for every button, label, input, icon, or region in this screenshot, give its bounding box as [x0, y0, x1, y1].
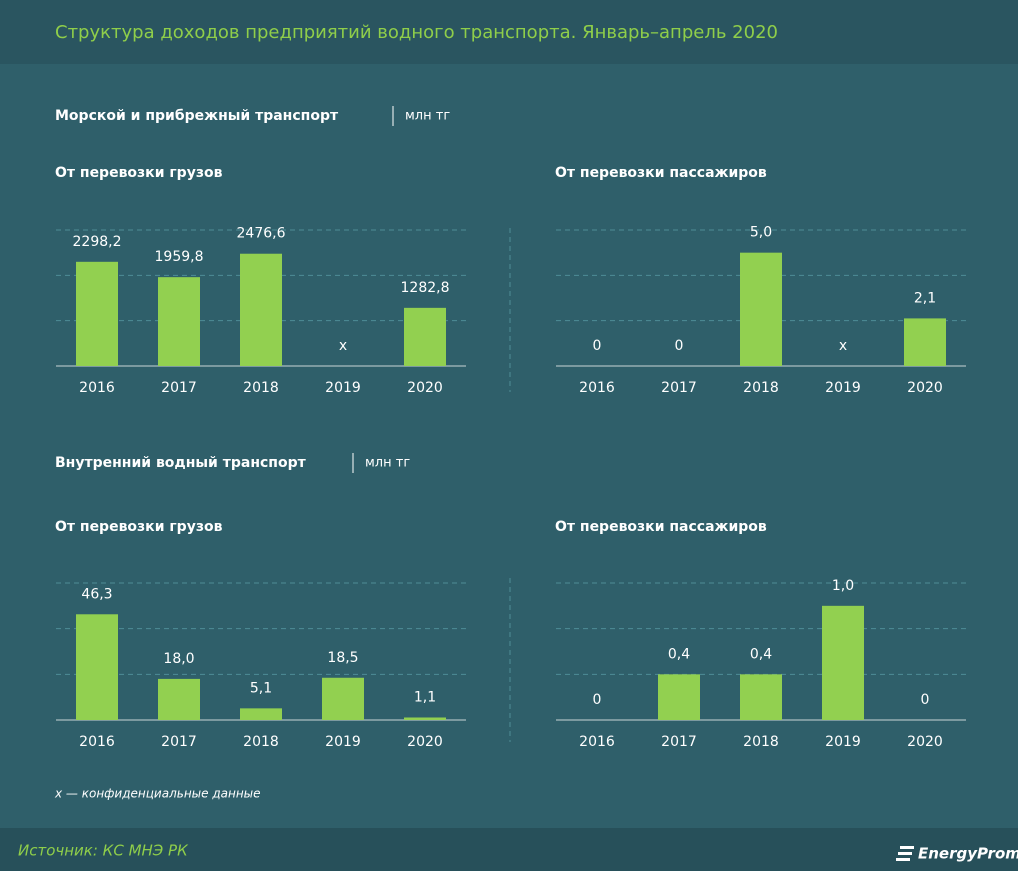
value-label: 1282,8: [401, 280, 450, 296]
value-label: 0: [593, 692, 602, 708]
x-tick-label: 2018: [243, 734, 279, 750]
value-label: 18,0: [163, 651, 194, 667]
logo-icon: [896, 846, 914, 861]
logo: EnergyProm: [918, 845, 1018, 863]
bar: [740, 674, 782, 720]
value-label: 5,1: [250, 680, 272, 696]
value-label: 2298,2: [73, 234, 122, 250]
chart-title: От перевозки пассажиров: [555, 519, 767, 535]
bar: [404, 307, 446, 366]
x-tick-label: 2020: [907, 380, 943, 396]
page-title: Структура доходов предприятий водного тр…: [55, 22, 778, 43]
section-title: Внутренний водный транспорт: [55, 455, 307, 471]
x-tick-label: 2016: [79, 380, 115, 396]
x-tick-label: 2016: [79, 734, 115, 750]
x-tick-label: 2016: [579, 734, 615, 750]
value-label: 5,0: [750, 225, 772, 241]
x-tick-label: 2018: [243, 380, 279, 396]
bar: [76, 614, 118, 720]
x-tick-label: 2019: [825, 380, 861, 396]
value-label: 2,1: [914, 290, 936, 306]
bar: [822, 605, 864, 720]
value-label: 1,0: [832, 578, 854, 594]
bar: [158, 277, 200, 366]
bar: [322, 677, 364, 720]
x-tick-label: 2020: [407, 734, 443, 750]
chart-title: От перевозки грузов: [55, 519, 223, 535]
section-unit: млн тг: [405, 109, 450, 124]
value-label: 0: [593, 338, 602, 354]
value-label: 0,4: [668, 646, 690, 662]
source: Источник: КС МНЭ РК: [18, 842, 189, 860]
chart-title: От перевозки пассажиров: [555, 165, 767, 181]
chart-title: От перевозки грузов: [55, 165, 223, 181]
bar: [240, 253, 282, 366]
value-label: 0: [921, 692, 930, 708]
x-tick-label: 2019: [825, 734, 861, 750]
bar: [240, 708, 282, 720]
bar: [404, 717, 446, 720]
value-label: 46,3: [81, 586, 112, 602]
bar: [904, 318, 946, 366]
x-tick-label: 2017: [161, 734, 197, 750]
value-label: 0,4: [750, 646, 772, 662]
bar: [76, 261, 118, 366]
value-label: x: [839, 338, 847, 354]
section-title: Морской и прибрежный транспорт: [55, 108, 339, 124]
x-tick-label: 2016: [579, 380, 615, 396]
section-unit: млн тг: [365, 456, 410, 471]
title-bar: [0, 0, 1018, 64]
source-bar: [0, 828, 1018, 871]
x-tick-label: 2019: [325, 734, 361, 750]
x-tick-label: 2018: [743, 380, 779, 396]
footnote: х — конфиденциальные данные: [54, 787, 261, 801]
value-label: 18,5: [327, 650, 358, 666]
x-tick-label: 2017: [161, 380, 197, 396]
value-label: 1,1: [414, 689, 436, 705]
x-tick-label: 2019: [325, 380, 361, 396]
bar: [658, 674, 700, 720]
value-label: x: [339, 338, 347, 354]
x-tick-label: 2020: [407, 380, 443, 396]
x-tick-label: 2017: [661, 380, 697, 396]
x-tick-label: 2018: [743, 734, 779, 750]
x-tick-label: 2017: [661, 734, 697, 750]
value-label: 0: [675, 338, 684, 354]
bar: [740, 252, 782, 366]
value-label: 1959,8: [155, 249, 204, 265]
bar: [158, 678, 200, 720]
value-label: 2476,6: [237, 226, 286, 242]
x-tick-label: 2020: [907, 734, 943, 750]
